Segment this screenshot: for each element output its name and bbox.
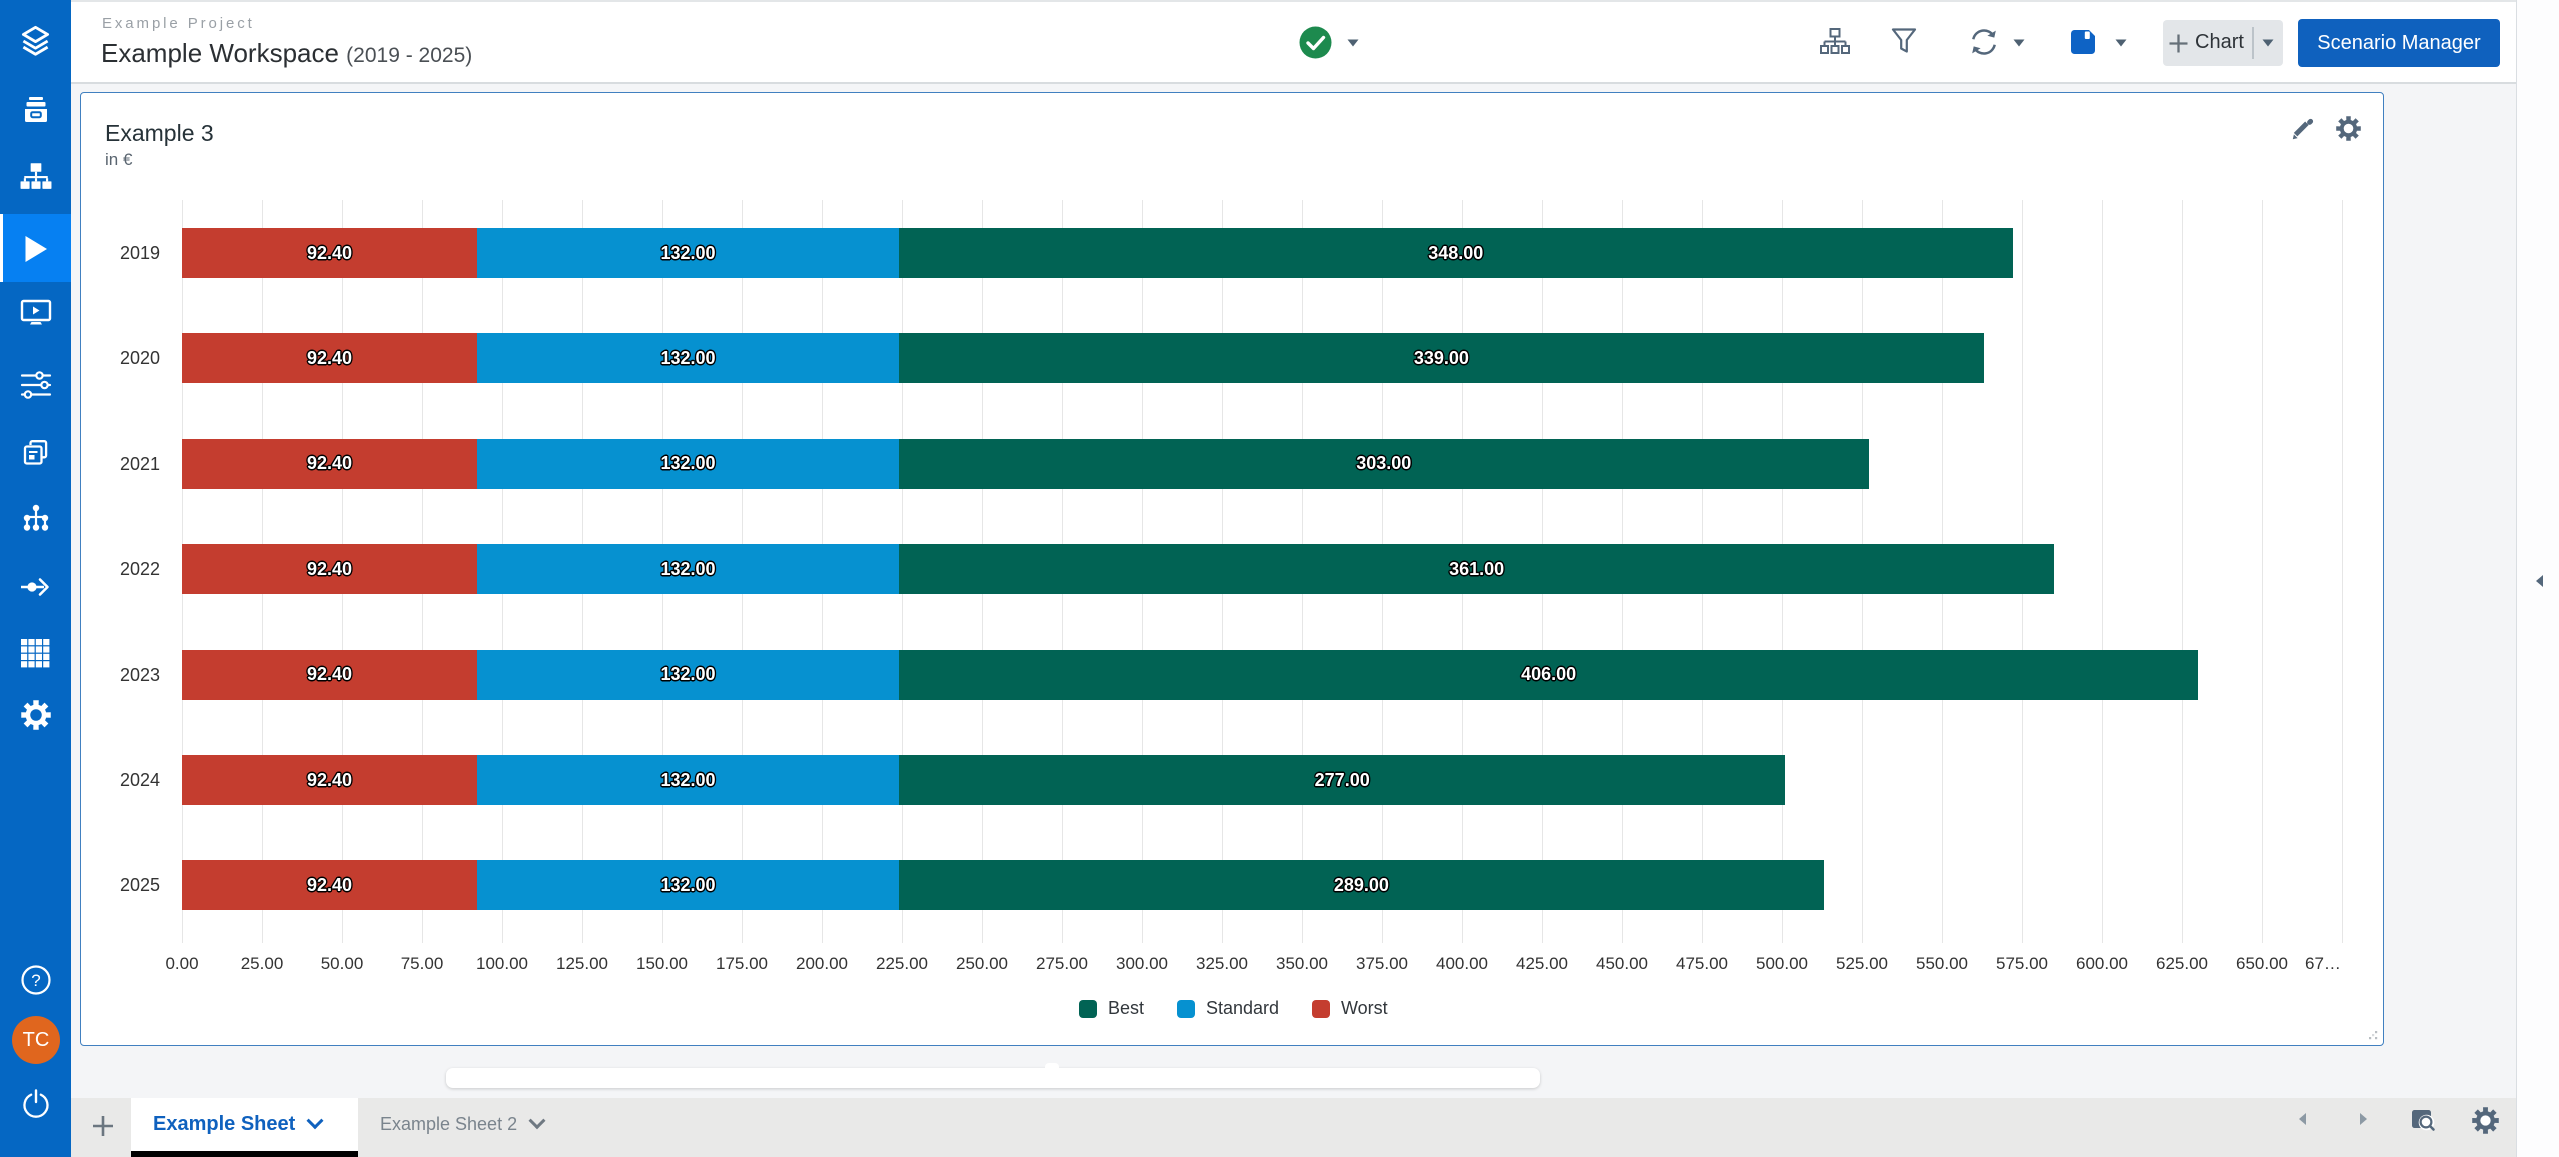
svg-text:?: ?: [31, 971, 40, 990]
